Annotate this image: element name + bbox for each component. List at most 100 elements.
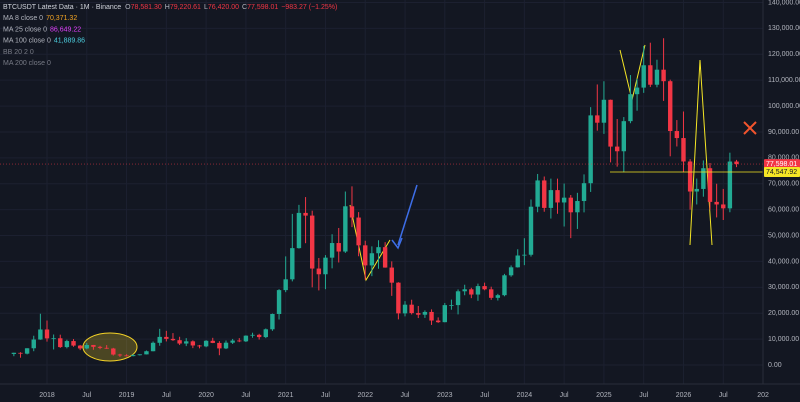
candle-body — [508, 267, 514, 276]
indicator-name: MA 25 close 0 — [3, 26, 47, 33]
cross-mark — [743, 121, 757, 135]
field-label: L — [204, 4, 208, 11]
candle-body — [542, 180, 547, 208]
candle-body — [714, 201, 719, 205]
candle-body — [694, 188, 699, 192]
candle-body — [621, 121, 627, 152]
grid — [0, 0, 764, 384]
candle-body — [283, 279, 288, 291]
candle-body — [170, 338, 176, 341]
y-tick-label: 120,000.00 — [768, 51, 800, 58]
candle-body — [489, 289, 494, 298]
candle-body — [475, 286, 481, 295]
candle-body — [203, 340, 209, 347]
candle-body — [117, 354, 123, 356]
candle-body — [482, 286, 487, 290]
x-tick-label: Jul — [241, 392, 250, 399]
candle-body — [528, 206, 534, 255]
x-tick-label: Jul — [719, 392, 728, 399]
candle-body — [137, 354, 143, 356]
candle-body — [595, 115, 600, 123]
candle-body — [641, 65, 646, 88]
candle-body — [608, 99, 613, 147]
candle-body — [389, 267, 394, 283]
candle-body — [184, 341, 189, 344]
candle-body — [502, 275, 507, 296]
y-tick-label: 110,000.00 — [768, 77, 800, 84]
x-tick-label: Jul — [480, 392, 489, 399]
x-tick-label: 2025 — [596, 392, 612, 399]
indicator-name: MA 200 close 0 — [3, 60, 51, 67]
annotations — [82, 44, 757, 362]
candle-body — [97, 346, 103, 348]
candle-body — [51, 338, 56, 340]
candle-body — [727, 161, 733, 209]
candle-body — [648, 65, 653, 85]
candle-body — [197, 345, 202, 347]
price-tag — [764, 159, 800, 170]
candle-body — [707, 168, 713, 202]
indicator-value: 70,371.32 — [46, 15, 77, 22]
candle-body — [634, 87, 640, 95]
y-tick-label: 30,000.00 — [768, 284, 799, 291]
candle-body — [210, 340, 215, 343]
candle-body — [31, 339, 36, 349]
candle-body — [263, 329, 268, 338]
candle-body — [24, 348, 30, 354]
indicator-legend: MA 8 close 0 70,371.32 — [3, 15, 77, 22]
candle-body — [363, 245, 368, 266]
candle-body — [495, 295, 501, 298]
candle-body — [548, 190, 554, 208]
indicator-legend: MA 100 close 0 41,889.86 — [3, 37, 85, 44]
indicator-name: MA 8 close 0 — [3, 15, 43, 22]
legend: BTCUSDT Latest Data · 1M · Binance O78,58… — [3, 4, 337, 67]
candle-body — [555, 190, 560, 203]
x-tick-label: 2022 — [357, 392, 373, 399]
candle-body — [64, 341, 70, 348]
indicator-value: 41,889.86 — [54, 37, 85, 44]
x-tick-label: 2019 — [119, 392, 135, 399]
candle-body — [38, 329, 43, 340]
candle-body — [84, 344, 89, 349]
y-tick-label: 80,000.00 — [768, 155, 799, 162]
candle-body — [316, 268, 322, 275]
highlight-ellipse — [82, 332, 138, 362]
x-tick-label: Jul — [401, 392, 410, 399]
candle-body — [91, 344, 96, 347]
y-tick-label: 70,000.00 — [768, 181, 799, 188]
y-tick-label: 0.00 — [768, 362, 782, 369]
field-value: 79,220.61 — [170, 4, 201, 11]
candle-body — [575, 201, 580, 213]
candle-body — [250, 334, 255, 336]
candle-body — [329, 243, 335, 258]
candle-body — [144, 351, 149, 355]
candle-body — [58, 338, 63, 348]
x-tick-label: 2021 — [278, 392, 294, 399]
arrow — [397, 184, 418, 246]
x-tick-label: 2024 — [517, 392, 533, 399]
candle-body — [349, 206, 355, 218]
candle-body — [177, 340, 182, 344]
candle-body — [561, 197, 567, 203]
candle-body — [535, 180, 540, 207]
candle-body — [435, 320, 441, 323]
candle-body — [376, 247, 381, 254]
candle-body — [515, 255, 520, 268]
y-tick-label: 140,000.00 — [768, 0, 800, 6]
candle-body — [77, 345, 83, 349]
y-tick-label: 10,000.00 — [768, 336, 799, 343]
symbol: BTCUSDT Latest Data · 1M · Binance — [3, 4, 121, 11]
x-tick-label: Jul — [321, 392, 330, 399]
indicator-name: BB 20 2 0 — [3, 49, 34, 56]
candle-body — [628, 94, 633, 122]
x-tick-label: 202 — [757, 392, 769, 399]
candle-body — [674, 131, 680, 139]
candle-body — [422, 311, 428, 315]
indicator-legend: MA 200 close 0 — [3, 60, 51, 67]
candle-body — [71, 341, 76, 346]
x-tick-label: 2023 — [437, 392, 453, 399]
candle-body — [369, 253, 375, 266]
price-tag-label: 77,598.01 — [766, 161, 797, 168]
candle-body — [150, 342, 156, 352]
